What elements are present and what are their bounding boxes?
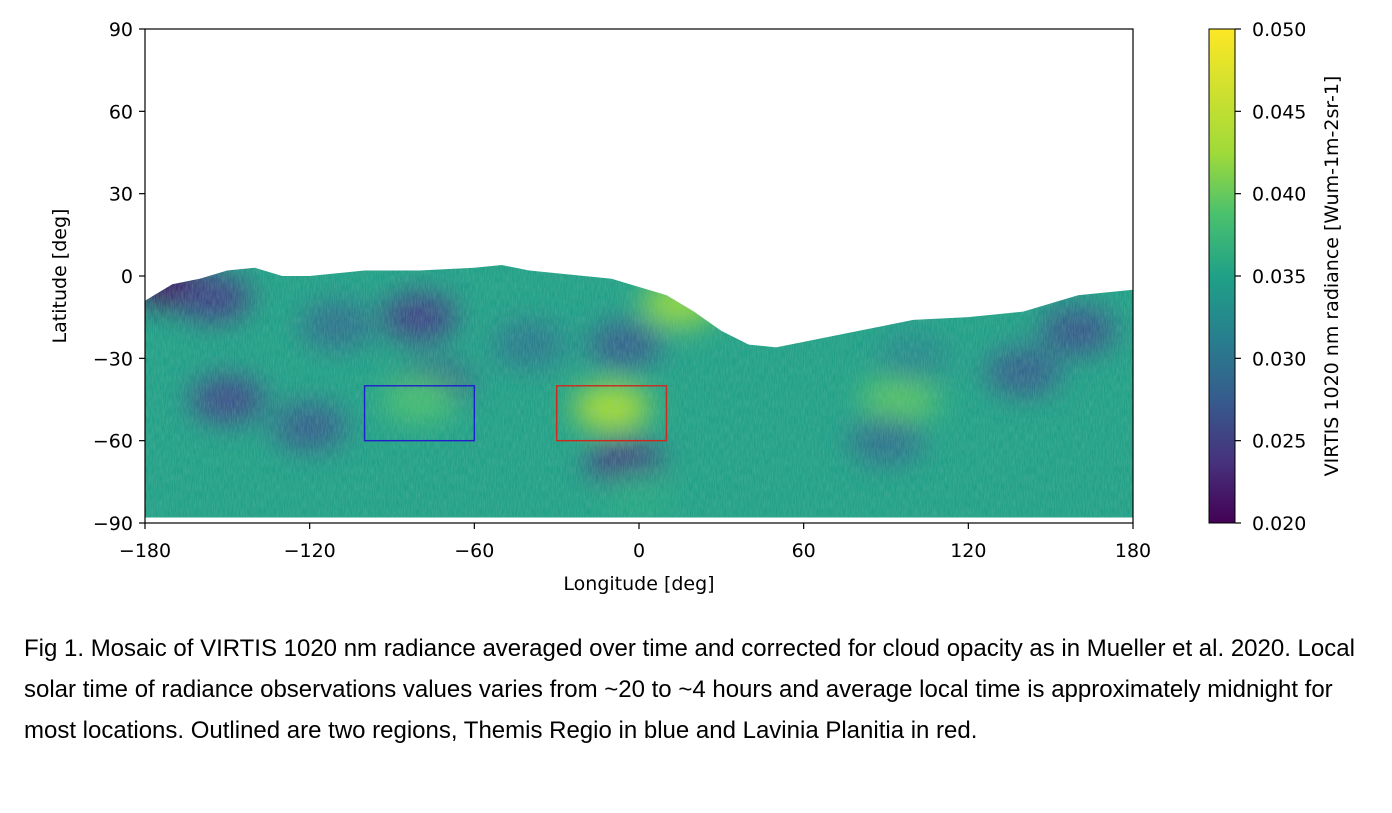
colorbar-tick-label: 0.050 (1252, 19, 1306, 41)
radiance-heatmap (145, 265, 1133, 518)
region-box-lavinia-planitia (555, 385, 668, 442)
y-tick-label: 90 (109, 19, 133, 41)
y-tick-label: −60 (93, 431, 133, 453)
x-tick-label: 120 (950, 540, 986, 562)
colorbar-label: VIRTIS 1020 nm radiance [Wum-1m-2sr-1] (1321, 76, 1343, 477)
x-axis-label: Longitude [deg] (563, 573, 714, 595)
colorbar-tick-label: 0.045 (1252, 101, 1306, 123)
colorbar-tick-label: 0.020 (1252, 513, 1306, 535)
x-tick-label: −180 (119, 540, 171, 562)
x-tick-label: 180 (1115, 540, 1151, 562)
radiance-map-figure: −180 −120 −60 0 60 120 180 90 60 30 0 −30 −60 −90 Lo… (49, 19, 1343, 595)
x-tick-label: 60 (792, 540, 816, 562)
region-box-themis-regio (363, 385, 476, 442)
colorbar-ticks: 0.020 0.025 0.030 0.035 0.040 0.045 0.050 (1235, 19, 1306, 535)
y-tick-label: 60 (109, 101, 133, 123)
colorbar-tick-label: 0.040 (1252, 184, 1306, 206)
colorbar-tick-label: 0.025 (1252, 431, 1306, 453)
x-axis-ticks: −180 −120 −60 0 60 120 180 (119, 523, 1151, 562)
y-tick-label: −30 (93, 348, 133, 370)
y-axis-ticks: 90 60 30 0 −30 −60 −90 (93, 19, 145, 535)
y-tick-label: 30 (109, 184, 133, 206)
x-tick-label: −60 (454, 540, 494, 562)
y-axis-label: Latitude [deg] (49, 209, 71, 344)
region-outlines (363, 385, 668, 442)
heatmap-texture (145, 265, 1133, 518)
colorbar-gradient (1208, 28, 1236, 524)
y-tick-label: 0 (121, 266, 133, 288)
figure-caption: Fig 1. Mosaic of VIRTIS 1020 nm radiance… (24, 635, 1355, 744)
y-tick-label: −90 (93, 513, 133, 535)
x-tick-label: 0 (633, 540, 645, 562)
colorbar-tick-label: 0.035 (1252, 266, 1306, 288)
colorbar-tick-label: 0.030 (1252, 348, 1306, 370)
colorbar: 0.020 0.025 0.030 0.035 0.040 0.045 0.050 VIRT… (1208, 19, 1343, 535)
x-tick-label: −120 (284, 540, 336, 562)
